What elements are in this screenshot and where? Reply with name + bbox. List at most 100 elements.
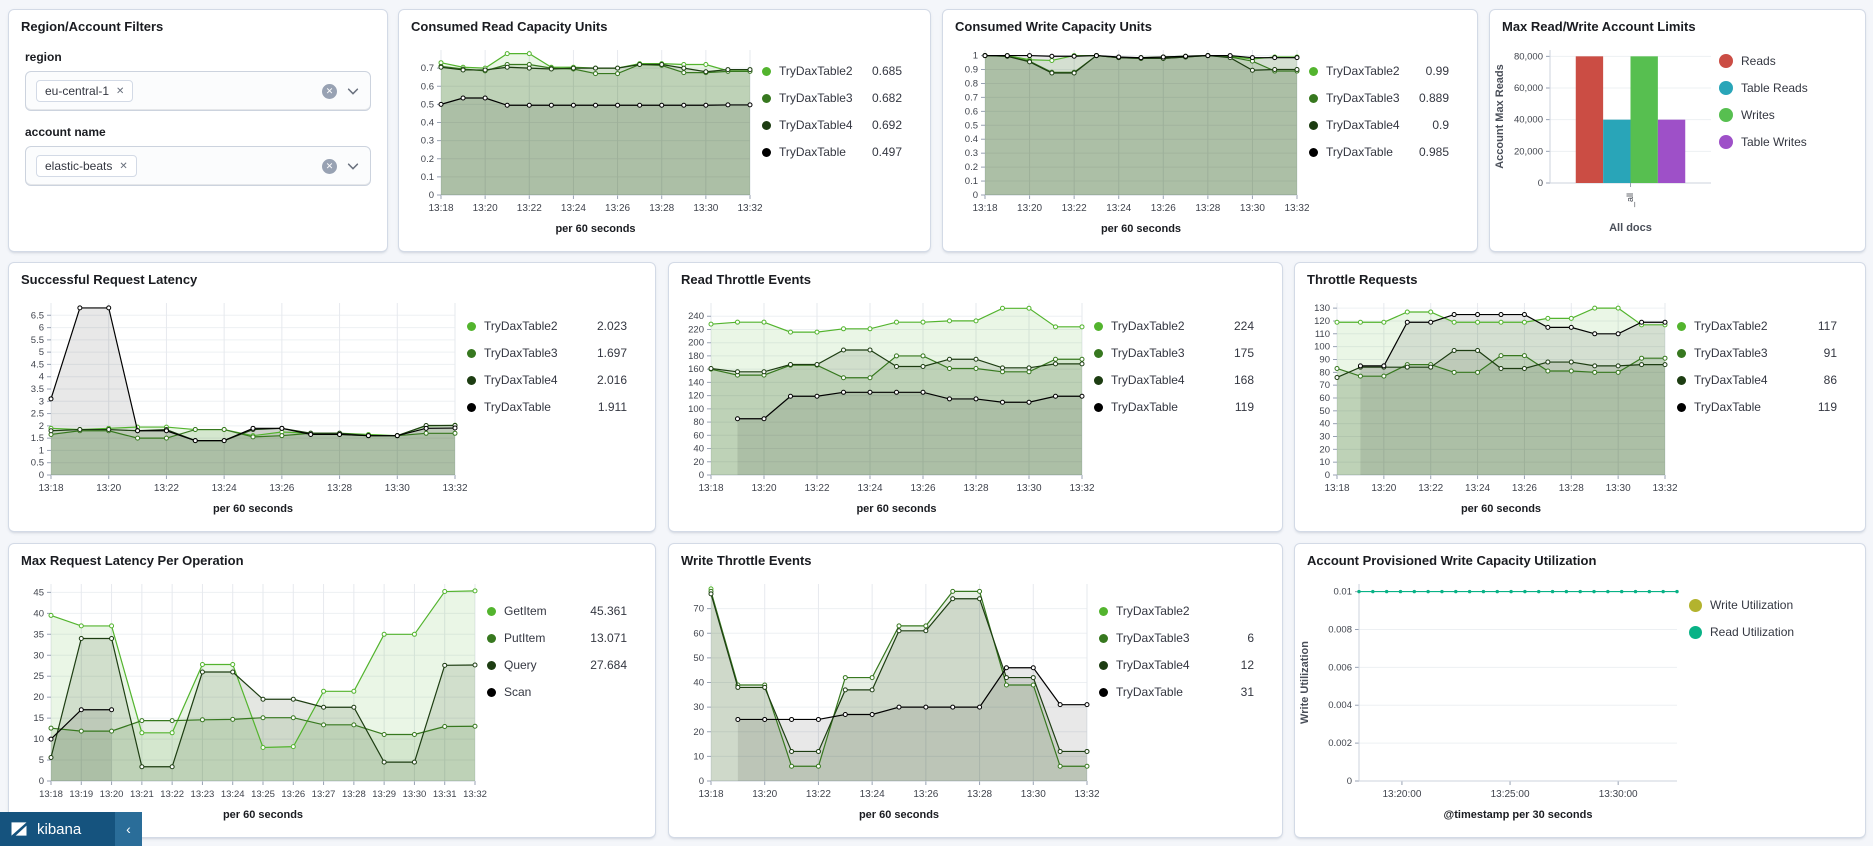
svg-text:40: 40 xyxy=(33,608,44,619)
legend-series-dot-icon xyxy=(1094,348,1103,358)
svg-text:13:31: 13:31 xyxy=(433,789,457,800)
svg-text:13:28: 13:28 xyxy=(1559,483,1584,494)
svg-text:0.01: 0.01 xyxy=(1334,587,1353,598)
legend-item[interactable]: TryDaxTable3 1.697 xyxy=(467,346,627,360)
legend-item[interactable]: Reads xyxy=(1719,54,1837,68)
legend-series-value: 0.692 xyxy=(871,118,902,132)
legend-item[interactable]: GetItem 45.361 xyxy=(487,604,627,618)
legend-item[interactable]: TryDaxTable3 0.682 xyxy=(762,91,902,105)
svg-text:13:20:00: 13:20:00 xyxy=(1382,789,1421,800)
chart-canvas: 13:20:00 13:25:00 13:30:00 0 0.002 0.004 0.006… xyxy=(1299,584,1679,821)
legend-series-name: TryDaxTable2 xyxy=(1694,319,1768,333)
legend-item[interactable]: TryDaxTable2 0.685 xyxy=(762,64,902,78)
legend-item[interactable]: TryDaxTable3 0.889 xyxy=(1309,91,1449,105)
legend-item[interactable]: TryDaxTable4 168 xyxy=(1094,373,1254,387)
legend-series-value: 0.685 xyxy=(871,64,902,78)
legend-item[interactable]: Table Writes xyxy=(1719,135,1837,149)
legend-item[interactable]: Write Utilization xyxy=(1689,598,1837,612)
svg-text:80: 80 xyxy=(1319,367,1330,378)
legend-series-name: TryDaxTable4 xyxy=(779,118,853,132)
chart-legend: TryDaxTable2 224 TryDaxTable3 175 TryDaxTabl… xyxy=(1094,289,1264,521)
panel-max-read-write-account-limits: Max Read/Write Account Limits 0 20,000 40,0… xyxy=(1489,9,1866,252)
legend-item[interactable]: TryDaxTable 119 xyxy=(1094,400,1254,414)
svg-text:13:18: 13:18 xyxy=(972,203,997,214)
legend-series-dot-icon xyxy=(467,321,476,331)
svg-text:0: 0 xyxy=(699,776,704,787)
svg-text:13:21: 13:21 xyxy=(130,789,154,800)
legend-series-value: 31 xyxy=(1240,685,1254,699)
legend-item[interactable]: TryDaxTable4 0.9 xyxy=(1309,118,1449,132)
svg-text:50: 50 xyxy=(693,653,704,664)
svg-text:0: 0 xyxy=(39,470,44,481)
svg-text:45: 45 xyxy=(33,587,44,598)
legend-series-dot-icon xyxy=(1689,625,1702,639)
svg-text:13:30: 13:30 xyxy=(385,483,410,494)
svg-text:0.2: 0.2 xyxy=(965,162,978,173)
remove-option-icon[interactable]: ✕ xyxy=(116,85,125,97)
legend-item[interactable]: TryDaxTable2 224 xyxy=(1094,319,1254,333)
panel-title: Consumed Read Capacity Units xyxy=(411,19,608,34)
chevron-down-icon[interactable] xyxy=(346,84,360,98)
legend-item[interactable]: TryDaxTable 31 xyxy=(1099,685,1254,699)
legend-item[interactable]: Table Reads xyxy=(1719,81,1837,95)
legend-item[interactable]: TryDaxTable 0.985 xyxy=(1309,145,1449,159)
panel-consumed-read-capacity: Consumed Read Capacity Units 13:18 13:20 13… xyxy=(398,9,931,252)
svg-text:13:30: 13:30 xyxy=(1016,483,1041,494)
svg-text:13:28: 13:28 xyxy=(327,483,352,494)
legend-series-dot-icon xyxy=(1309,93,1318,103)
legend-item[interactable]: TryDaxTable2 2.023 xyxy=(467,319,627,333)
legend-item[interactable]: TryDaxTable 1.911 xyxy=(467,400,627,414)
legend-series-dot-icon xyxy=(1677,321,1686,331)
svg-text:13:24: 13:24 xyxy=(860,789,885,800)
legend-series-value: 6 xyxy=(1247,631,1254,645)
legend-item[interactable]: Scan xyxy=(487,685,627,699)
clear-selection-icon[interactable]: ✕ xyxy=(322,83,337,99)
legend-item[interactable]: TryDaxTable4 86 xyxy=(1677,373,1837,387)
svg-text:4.5: 4.5 xyxy=(31,359,44,370)
legend-item[interactable]: TryDaxTable4 0.692 xyxy=(762,118,902,132)
legend-item[interactable]: TryDaxTable3 91 xyxy=(1677,346,1837,360)
legend-item[interactable]: TryDaxTable 0.497 xyxy=(762,145,902,159)
svg-text:13:25: 13:25 xyxy=(251,789,275,800)
region-combobox[interactable]: eu-central-1 ✕ ✕ xyxy=(25,71,371,111)
legend-series-name: TryDaxTable3 xyxy=(1694,346,1768,360)
panel-title: Throttle Requests xyxy=(1307,272,1418,287)
legend-series-value: 45.361 xyxy=(590,604,627,618)
legend-item[interactable]: TryDaxTable3 175 xyxy=(1094,346,1254,360)
legend-series-dot-icon xyxy=(1689,598,1702,612)
panel-title: Account Provisioned Write Capacity Utili… xyxy=(1307,553,1597,568)
legend-item[interactable]: PutItem 13.071 xyxy=(487,631,627,645)
legend-item[interactable]: TryDaxTable2 0.99 xyxy=(1309,64,1449,78)
svg-text:60: 60 xyxy=(693,628,704,639)
svg-text:6: 6 xyxy=(39,323,44,334)
svg-text:0.8: 0.8 xyxy=(965,78,978,89)
legend-item[interactable]: TryDaxTable 119 xyxy=(1677,400,1837,414)
panel-write-throttle-events: Write Throttle Events 13:18 13:20 13:22 13:2… xyxy=(668,543,1283,838)
svg-text:per 60 seconds: per 60 seconds xyxy=(859,809,939,821)
legend-item[interactable]: Writes xyxy=(1719,108,1837,122)
account-name-combobox[interactable]: elastic-beats ✕ ✕ xyxy=(25,146,371,186)
remove-option-icon[interactable]: ✕ xyxy=(119,160,128,172)
selected-option-pill[interactable]: elastic-beats ✕ xyxy=(36,155,137,177)
clear-selection-icon[interactable]: ✕ xyxy=(322,158,337,174)
collapse-nav-icon[interactable]: ‹ xyxy=(115,812,142,846)
legend-series-name: PutItem xyxy=(504,631,546,645)
svg-text:Write Utilization: Write Utilization xyxy=(1299,641,1311,724)
chevron-down-icon[interactable] xyxy=(346,159,360,173)
svg-text:13:32: 13:32 xyxy=(463,789,487,800)
kibana-label: kibana xyxy=(37,820,82,838)
legend-series-dot-icon xyxy=(1094,375,1103,385)
legend-item[interactable]: TryDaxTable3 6 xyxy=(1099,631,1254,645)
legend-item[interactable]: Read Utilization xyxy=(1689,625,1837,639)
legend-series-value: 175 xyxy=(1233,346,1254,360)
legend-item[interactable]: TryDaxTable4 12 xyxy=(1099,658,1254,672)
legend-item[interactable]: TryDaxTable4 2.016 xyxy=(467,373,627,387)
legend-item[interactable]: Query 27.684 xyxy=(487,658,627,672)
selected-option-pill[interactable]: eu-central-1 ✕ xyxy=(36,80,134,102)
chart-legend: TryDaxTable2 0.685 TryDaxTable3 0.682 TryDax… xyxy=(762,36,912,241)
svg-text:40: 40 xyxy=(693,678,704,689)
legend-item[interactable]: TryDaxTable2 xyxy=(1099,604,1254,618)
svg-text:13:20: 13:20 xyxy=(751,483,776,494)
legend-series-dot-icon xyxy=(762,66,771,76)
legend-item[interactable]: TryDaxTable2 117 xyxy=(1677,319,1837,333)
